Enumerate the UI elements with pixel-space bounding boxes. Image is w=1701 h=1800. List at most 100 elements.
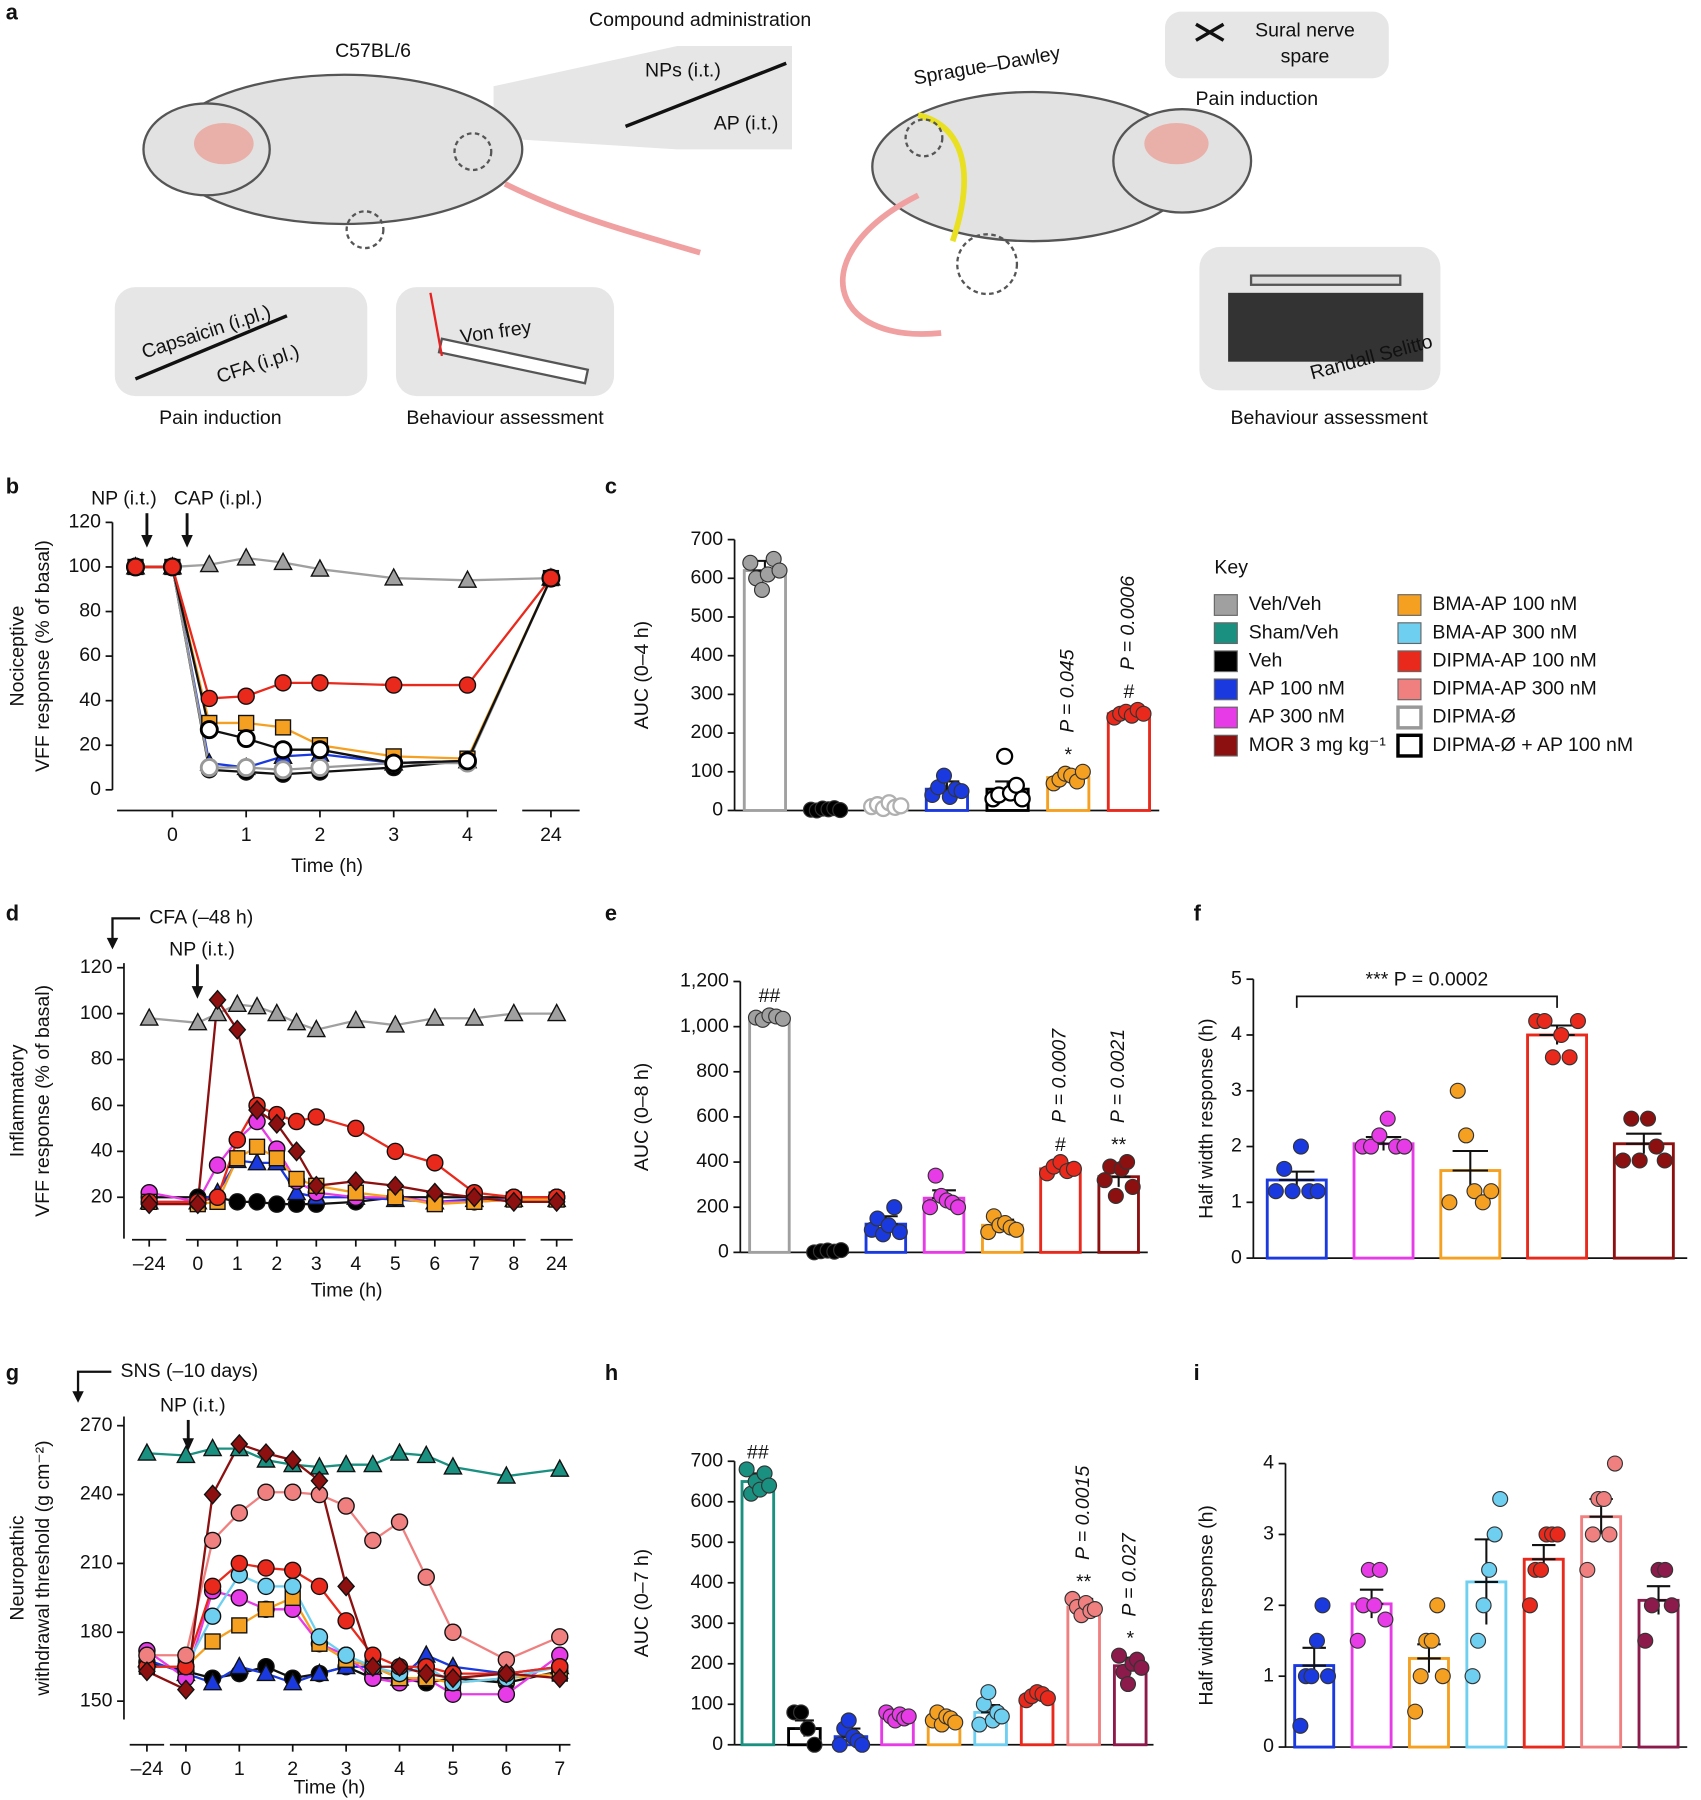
bar [740, 1480, 776, 1747]
x-tick-label: 6 [501, 1758, 512, 1780]
panel-a-label: Behaviour assessment [406, 407, 604, 429]
key-title: Key [1214, 556, 1248, 578]
arrow-head [141, 535, 153, 548]
key-swatch [1213, 622, 1238, 645]
y-tick-label: 0 [712, 799, 723, 821]
arrow-label: SNS (–10 days) [121, 1360, 259, 1382]
data-point [257, 1559, 275, 1577]
data-point [248, 1138, 266, 1155]
bracket-label: *** P = 0.0002 [1366, 969, 1489, 991]
data-point [1086, 1601, 1103, 1618]
x-tick-label: 1 [232, 1253, 243, 1275]
data-point [1631, 1152, 1648, 1169]
data-point [1396, 1138, 1413, 1155]
data-point [238, 714, 255, 732]
data-point [996, 747, 1014, 765]
y-tick-label: 0 [90, 778, 101, 800]
arrow-head [106, 937, 119, 950]
data-point [1039, 1690, 1056, 1707]
p-value-label: P = 0.0015 [1072, 1466, 1094, 1560]
data-point [1366, 1597, 1383, 1614]
data-point [799, 1720, 816, 1737]
data-point [980, 1684, 997, 1701]
y-axis-label: Half width response (h) [1196, 1505, 1218, 1706]
data-point [1553, 1026, 1570, 1044]
key-swatch [1397, 650, 1422, 673]
p-value-label: P = 0.045 [1056, 649, 1078, 732]
data-point [237, 687, 255, 705]
x-tick-label: 7 [554, 1758, 565, 1780]
panel-a-label: Sural nerve [1255, 19, 1355, 41]
data-point [140, 1193, 159, 1215]
data-point [229, 1656, 250, 1675]
data-point [1569, 1012, 1587, 1030]
error-bar [1452, 1149, 1488, 1191]
data-point [1267, 1183, 1284, 1200]
data-point [1423, 1632, 1440, 1649]
panel-a-label: Behaviour assessment [1230, 407, 1428, 429]
data-point [310, 1628, 329, 1646]
data-point [993, 1708, 1010, 1725]
data-point [950, 1199, 967, 1216]
data-point [551, 1628, 569, 1646]
series-line [135, 565, 552, 765]
data-point [176, 1679, 195, 1700]
data-point [268, 1150, 285, 1167]
data-point [337, 1612, 355, 1630]
data-point [546, 1002, 567, 1022]
data-point [1362, 1138, 1380, 1155]
y-tick-label: 120 [80, 956, 113, 978]
data-point [286, 1182, 307, 1201]
data-point [346, 1009, 366, 1029]
panel-letter: b [6, 474, 19, 499]
data-point [310, 758, 330, 777]
x-tick-label: 6 [429, 1253, 440, 1275]
y-axis-label: AUC (0–4 h) [631, 621, 653, 729]
y-axis-label: VFF response (% of basal) [32, 985, 54, 1217]
data-point [742, 554, 759, 571]
data-point [389, 1442, 410, 1461]
data-point [1595, 1490, 1612, 1508]
data-point [386, 1142, 405, 1161]
data-point [1614, 1152, 1631, 1169]
panel-a-label: NPs (i.t.) [645, 59, 721, 81]
significance-label: * [1064, 744, 1072, 766]
key-label: AP 100 nM [1249, 678, 1345, 700]
y-tick-label: 3 [1263, 1523, 1274, 1545]
data-point [257, 1442, 275, 1464]
key-label: Veh [1249, 649, 1283, 671]
data-point [390, 1656, 409, 1677]
y-tick-label: 60 [91, 1094, 113, 1116]
y-tick-label: 300 [691, 1611, 724, 1633]
arrow [76, 1370, 112, 1401]
data-point [267, 1113, 286, 1135]
data-point [248, 1193, 266, 1211]
data-point [139, 1007, 159, 1026]
data-point [953, 783, 970, 800]
y-tick-label: 400 [691, 644, 724, 666]
data-point [310, 1577, 329, 1596]
y-tick-label: 700 [691, 1449, 724, 1471]
data-point [273, 740, 293, 760]
x-tick-label: 3 [311, 1253, 322, 1275]
bar [1039, 1167, 1082, 1254]
x-axis-label: Time (h) [293, 1777, 365, 1799]
data-point [1623, 1110, 1640, 1127]
data-point [1470, 1632, 1487, 1649]
bar [1352, 1142, 1415, 1260]
key-swatch [1397, 678, 1422, 701]
panel-a-label: Compound administration [589, 9, 811, 31]
arrow-label: NP (i.t.) [160, 1394, 226, 1416]
x-tick-label: 7 [469, 1253, 480, 1275]
y-tick-label: 20 [79, 733, 101, 755]
data-point [274, 719, 292, 736]
y-tick-label: 100 [68, 555, 101, 577]
series-line [135, 565, 552, 769]
data-point [138, 1646, 156, 1664]
data-point [426, 1154, 444, 1172]
data-point [208, 989, 227, 1011]
data-point [204, 1633, 221, 1650]
y-tick-label: 240 [80, 1483, 113, 1505]
data-point [307, 1108, 326, 1126]
data-point [1584, 1526, 1601, 1543]
